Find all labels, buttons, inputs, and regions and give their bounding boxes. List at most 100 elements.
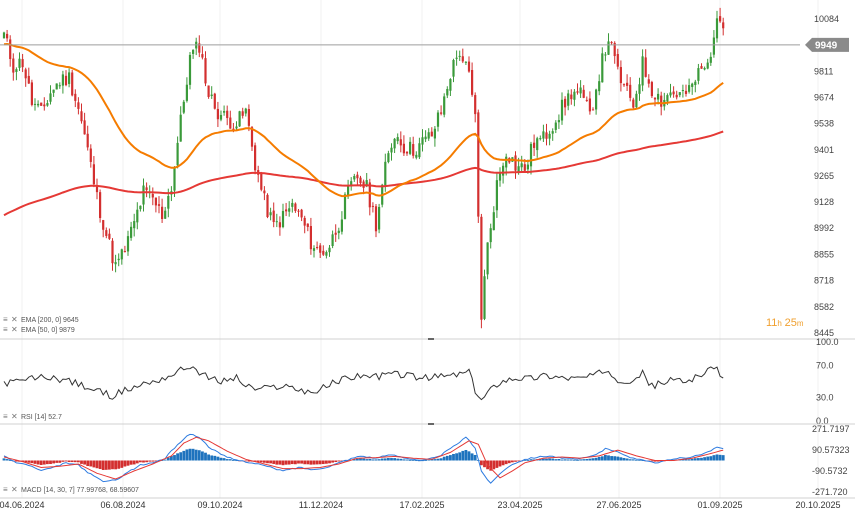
candle: [185, 84, 188, 101]
candle: [334, 232, 337, 235]
macd-histogram-bar: [461, 450, 465, 461]
candle: [536, 138, 539, 151]
macd-histogram-bar: [219, 457, 223, 461]
macd-histogram-bar: [210, 455, 214, 461]
macd-histogram-bar: [148, 460, 152, 462]
macd-histogram-bar: [92, 460, 96, 468]
macd-histogram-bar: [576, 459, 579, 461]
date-tick-label: 20.10.2025: [795, 500, 840, 510]
candle: [464, 61, 467, 63]
macd-histogram-bar: [452, 453, 455, 461]
candle: [402, 143, 405, 154]
legend-handle-icon[interactable]: ≡: [3, 315, 8, 324]
svg-text:EMA [200, 0] 9645: EMA [200, 0] 9645: [21, 317, 79, 324]
macd-histogram-bar: [635, 459, 638, 461]
legend-rsi[interactable]: ≡ ✕ RSI [14] 52.7: [3, 412, 62, 421]
macd-histogram-bar: [566, 459, 570, 461]
candle: [312, 248, 316, 251]
candle: [61, 74, 64, 86]
candle: [653, 97, 657, 100]
legend-macd[interactable]: ≡ ✕ MACD [14, 30, 7] 77.99768, 68.59607: [3, 485, 139, 494]
price-tick-label: 9265: [814, 171, 834, 181]
legend-handle-icon[interactable]: ≡: [3, 412, 8, 421]
legend-handle-icon[interactable]: ≡: [3, 485, 8, 494]
legend-close-icon[interactable]: ✕: [11, 325, 18, 334]
candle: [229, 117, 232, 129]
macd-histogram-bar: [77, 460, 80, 463]
ema-200-line: [3, 130, 724, 217]
legend-label: MACD [14, 30, 7]: [21, 487, 75, 494]
candle: [136, 209, 139, 223]
candle: [340, 219, 343, 232]
legend-close-icon[interactable]: ✕: [11, 315, 18, 324]
legend-label: EMA [50, 0]: [21, 327, 57, 334]
macd-histogram-bar: [430, 459, 434, 461]
macd-histogram-bar: [194, 449, 198, 461]
candle: [226, 110, 229, 119]
candle: [247, 108, 250, 126]
macd-histogram-bar: [706, 456, 710, 461]
macd-histogram-bar: [213, 455, 217, 461]
rsi-axis: 100.0 70.0 30.0 0.0: [816, 337, 839, 426]
candle: [675, 94, 678, 98]
candle: [495, 180, 498, 211]
candle: [368, 182, 371, 208]
candle: [616, 54, 619, 67]
candle: [433, 128, 436, 139]
rsi-line: [3, 366, 724, 401]
macd-histogram-bar: [104, 460, 108, 470]
macd-histogram-bar: [473, 454, 477, 461]
macd-histogram-bar: [207, 454, 210, 461]
macd-histogram-bar: [585, 459, 589, 461]
macd-histogram-bar: [340, 460, 344, 462]
candle: [325, 252, 328, 256]
candle: [6, 33, 9, 39]
legend-close-icon[interactable]: ✕: [11, 412, 18, 421]
candle: [145, 187, 148, 191]
macd-histogram-bar: [362, 458, 365, 461]
candle: [74, 93, 77, 101]
macd-histogram-bar: [542, 458, 545, 461]
candle: [322, 250, 325, 255]
macd-histogram-bar: [278, 460, 282, 465]
candle: [27, 75, 30, 84]
macd-histogram-bar: [433, 459, 437, 461]
time-axis[interactable]: 04.06.2024 06.08.2024 09.10.2024 11.12.2024…: [0, 500, 841, 510]
candle: [356, 174, 359, 179]
macd-histogram-bar: [498, 460, 502, 467]
candle: [154, 197, 157, 206]
candle: [378, 206, 381, 230]
macd-histogram-bar: [538, 458, 542, 461]
macd-histogram-bar: [46, 460, 49, 465]
candle: [40, 102, 43, 106]
price-tick-label: 9538: [814, 119, 834, 129]
macd-histogram-bar: [179, 452, 183, 461]
candle: [595, 89, 598, 110]
candle: [601, 53, 604, 83]
macd-histogram-bar: [120, 460, 124, 468]
legend-ema-200[interactable]: ≡ ✕ EMA [200, 0] 9645: [3, 315, 79, 324]
macd-histogram-bar: [269, 460, 272, 464]
price-axis: 10084 9811 9674 9538 9401 9265 9128 8992 8855 871…: [814, 14, 839, 338]
legend-ema-50[interactable]: ≡ ✕ EMA [50, 0] 9879: [3, 325, 75, 334]
candle: [399, 139, 402, 146]
legend-value: 68.59607: [110, 487, 139, 494]
legend-handle-icon[interactable]: ≡: [3, 325, 8, 334]
candle: [238, 111, 241, 127]
candle: [55, 83, 58, 90]
candle: [427, 132, 430, 139]
macd-histogram-bar: [631, 459, 635, 461]
macd-histogram-bar: [610, 456, 613, 461]
candle: [176, 142, 179, 166]
macd-histogram-bar: [411, 459, 415, 461]
macd-histogram-bar: [272, 460, 276, 464]
macd-histogram-bar: [306, 460, 310, 465]
macd-histogram-bar: [511, 460, 514, 463]
legend-close-icon[interactable]: ✕: [11, 485, 18, 494]
candle: [309, 226, 312, 250]
candle: [204, 58, 207, 84]
macd-histogram-bar: [573, 459, 576, 461]
macd-histogram-bar: [259, 460, 263, 463]
candle: [331, 234, 334, 246]
